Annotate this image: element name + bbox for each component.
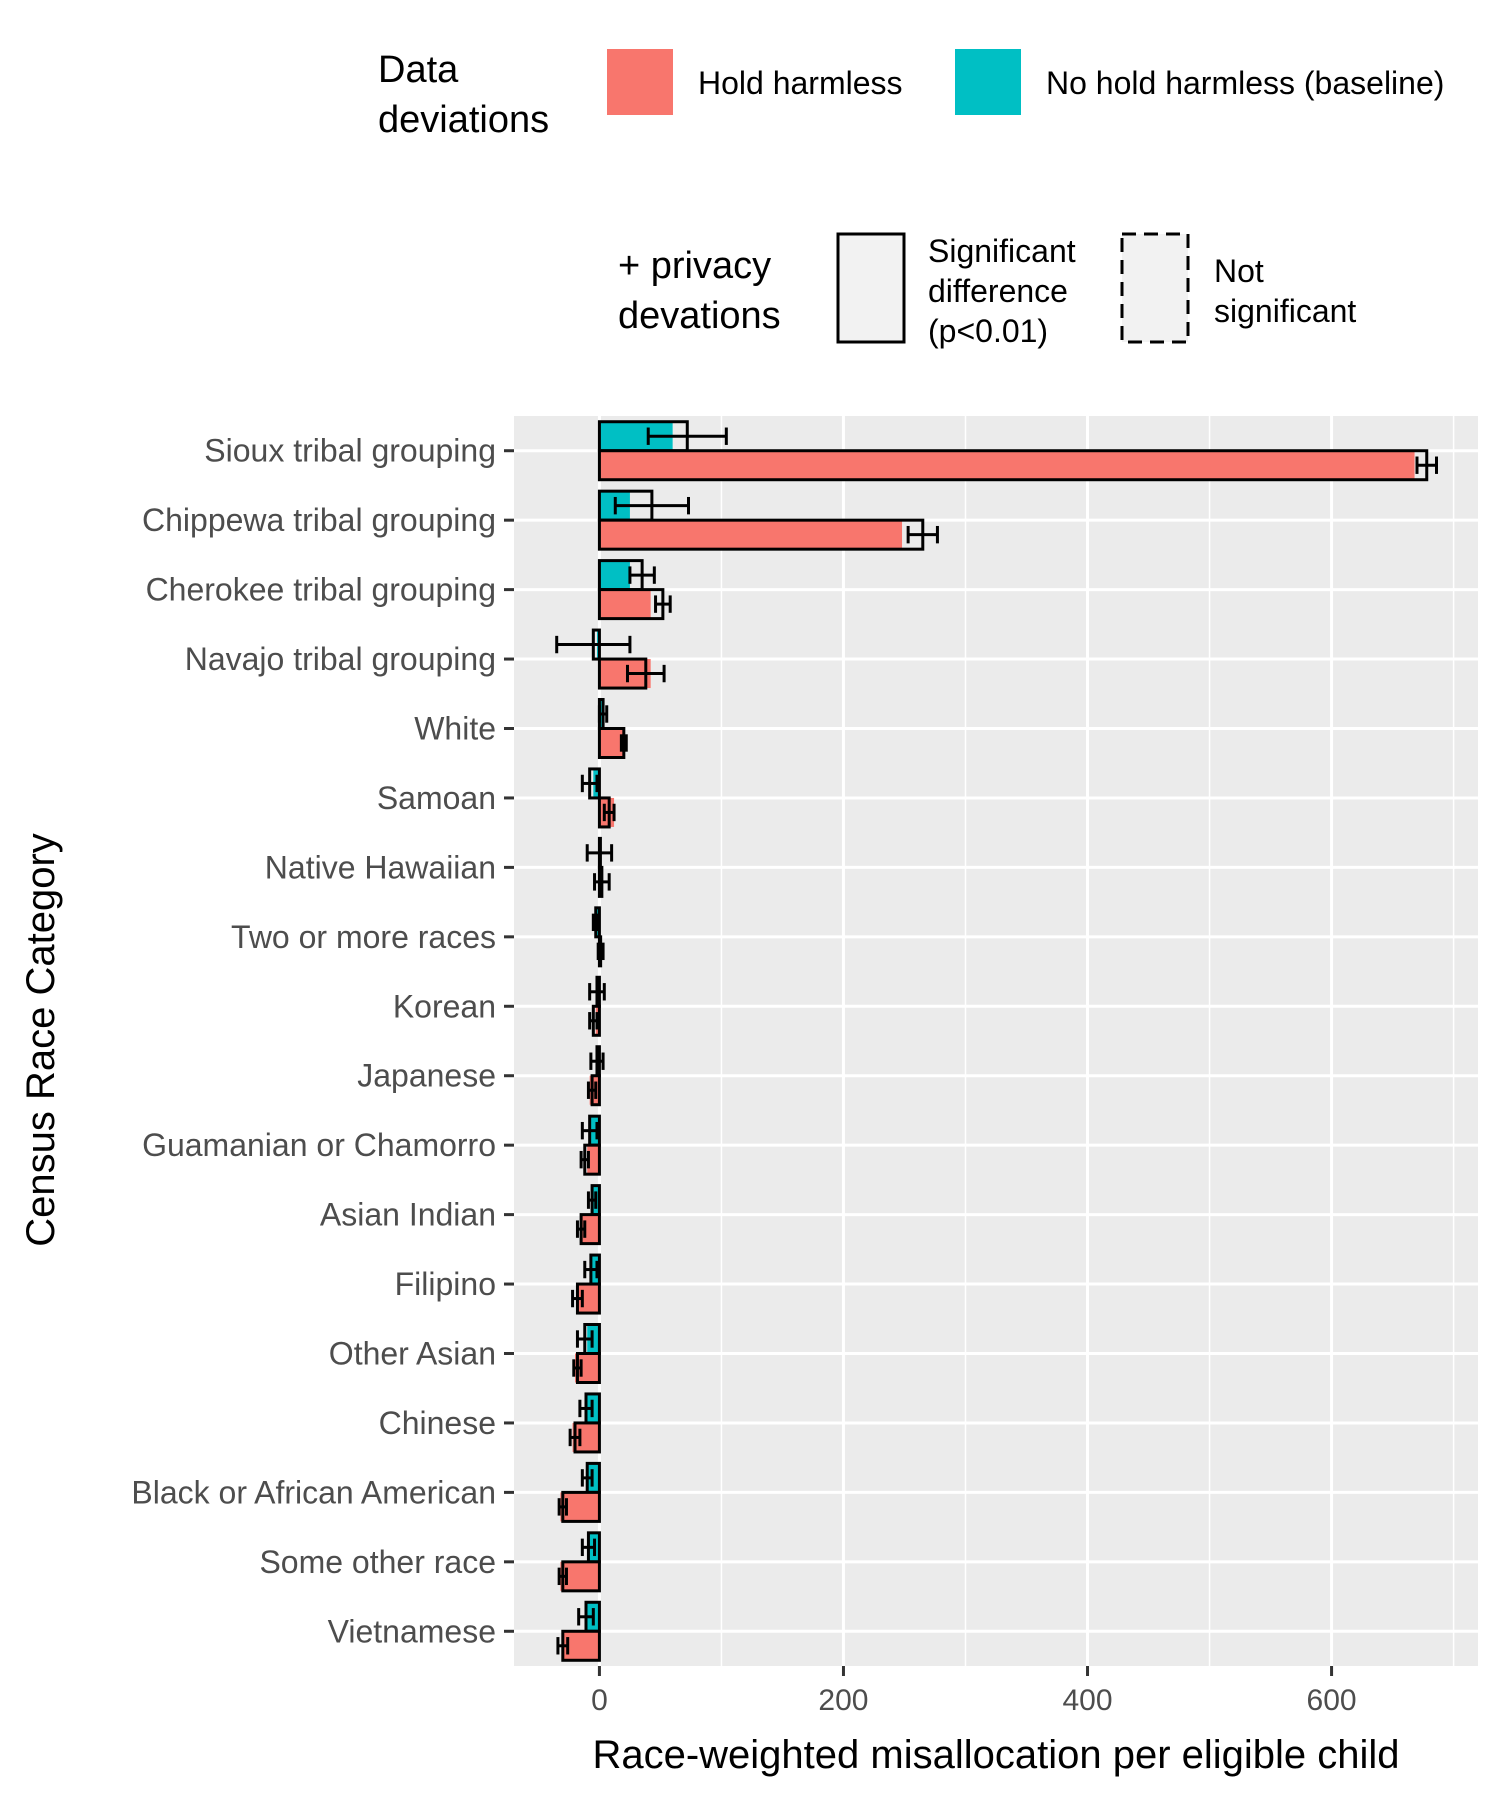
legend-label-not-significant-line1: Not bbox=[1214, 253, 1264, 289]
legend-label-significant-line1: Significant bbox=[928, 233, 1076, 269]
legend-key-not-significant bbox=[1120, 232, 1190, 344]
bar-fill-hold-harmless-sioux-tribal-grouping bbox=[599, 450, 1415, 480]
x-tick-label: 0 bbox=[591, 1684, 608, 1717]
legend-label-hold-harmless: Hold harmless bbox=[698, 65, 903, 101]
bar-fill-hold-harmless-chippewa-tribal-grouping bbox=[599, 520, 903, 550]
y-tick-label: Chippewa tribal grouping bbox=[142, 502, 496, 538]
y-axis-title: Census Race Category bbox=[19, 833, 63, 1247]
legend-label-not-significant-line2: significant bbox=[1214, 293, 1356, 329]
bars-layer bbox=[555, 420, 1439, 1662]
y-tick-label: Sioux tribal grouping bbox=[204, 433, 496, 469]
y-tick-label: Two or more races bbox=[231, 919, 496, 955]
legend-swatch-baseline bbox=[953, 47, 1023, 117]
y-tick-label: Other Asian bbox=[329, 1336, 496, 1372]
y-tick-label: Cherokee tribal grouping bbox=[146, 572, 496, 608]
y-tick-label: White bbox=[414, 711, 496, 747]
x-tick-label: 400 bbox=[1062, 1684, 1112, 1717]
fill-legend: Data deviations Hold harmless No hold ha… bbox=[378, 47, 1444, 141]
fill-legend-title-line1: Data bbox=[378, 49, 459, 91]
bar-fill-hold-harmless-guamanian-or-chamorro bbox=[587, 1145, 600, 1175]
y-tick-label: Filipino bbox=[395, 1266, 496, 1302]
legend-label-baseline: No hold harmless (baseline) bbox=[1046, 65, 1444, 101]
y-tick-label: Some other race bbox=[259, 1544, 496, 1580]
x-tick-label: 200 bbox=[818, 1684, 868, 1717]
outline-legend-title-line1: + privacy bbox=[618, 245, 771, 287]
y-tick-label: Vietnamese bbox=[328, 1613, 496, 1649]
legend-key-significant bbox=[836, 232, 906, 344]
y-tick-label: Chinese bbox=[379, 1405, 496, 1441]
legend-label-significant-line3: (p<0.01) bbox=[928, 313, 1048, 349]
y-tick-label: Navajo tribal grouping bbox=[185, 641, 496, 677]
outline-legend: + privacy devations Significant differen… bbox=[618, 232, 1356, 349]
bar-fill-baseline-cherokee-tribal-grouping bbox=[599, 560, 630, 590]
bar-fill-hold-harmless-white bbox=[599, 728, 624, 758]
y-tick-label: Black or African American bbox=[131, 1474, 496, 1510]
y-tick-label: Asian Indian bbox=[320, 1197, 496, 1233]
legend-label-significant-line2: difference bbox=[928, 273, 1068, 309]
plot-panel bbox=[514, 416, 1478, 1666]
y-tick-label: Korean bbox=[393, 988, 496, 1024]
outline-legend-title-line2: devations bbox=[618, 295, 781, 337]
y-tick-label: Native Hawaiian bbox=[265, 849, 496, 885]
legend-swatch-hold-harmless bbox=[605, 47, 675, 117]
bar-fill-hold-harmless-cherokee-tribal-grouping bbox=[599, 589, 651, 619]
y-tick-label: Guamanian or Chamorro bbox=[142, 1127, 496, 1163]
x-tick-label: 600 bbox=[1307, 1684, 1357, 1717]
y-axis: Sioux tribal grouping Chippewa tribal gro… bbox=[131, 433, 514, 1649]
x-axis: 0 200 400 600 bbox=[591, 1666, 1357, 1717]
fill-legend-title-line2: deviations bbox=[378, 99, 549, 141]
y-tick-label: Japanese bbox=[357, 1058, 496, 1094]
x-axis-title: Race-weighted misallocation per eligible… bbox=[592, 1733, 1399, 1777]
y-tick-label: Samoan bbox=[377, 780, 496, 816]
